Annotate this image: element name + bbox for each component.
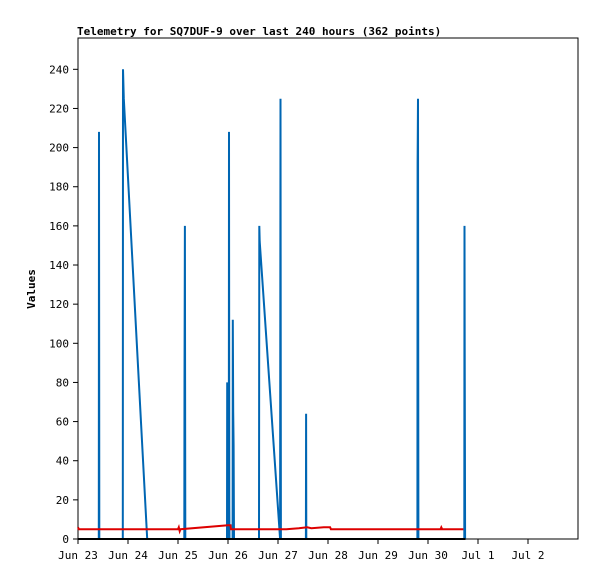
y-tick-label: 240: [49, 63, 69, 76]
x-tick-label: Jun 30: [408, 549, 448, 562]
y-axis-label: Values: [25, 269, 38, 309]
x-tick-label: Jun 27: [258, 549, 298, 562]
y-tick-label: 0: [62, 533, 69, 546]
y-tick-label: 180: [49, 181, 69, 194]
y-tick-label: 140: [49, 259, 69, 272]
x-tick-label: Jun 26: [208, 549, 248, 562]
x-tick-label: Jun 24: [108, 549, 148, 562]
x-tick-label: Jul 1: [461, 549, 494, 562]
y-tick-label: 80: [56, 376, 69, 389]
y-tick-label: 20: [56, 494, 69, 507]
chart-title: Telemetry for SQ7DUF-9 over last 240 hou…: [77, 25, 441, 38]
series-line-2: [77, 524, 464, 535]
y-tick-label: 220: [49, 102, 69, 115]
series-layer: [77, 69, 467, 540]
y-tick-label: 40: [56, 455, 69, 468]
x-axis: Jun 23 Jun 24 Jun 25 Jun 26 Jun 27 Jun 28 Jun …: [58, 539, 545, 562]
x-tick-label: Jul 2: [511, 549, 544, 562]
y-tick-label: 200: [49, 142, 69, 155]
x-tick-label: Jun 29: [358, 549, 398, 562]
y-axis: 0 20 40 60 80 100 120 140 160 180 200 220 240: [49, 63, 78, 546]
x-tick-label: Jun 28: [308, 549, 348, 562]
series-line-1: [78, 69, 467, 540]
y-tick-label: 60: [56, 416, 69, 429]
plot-area: [77, 37, 579, 540]
x-tick-label: Jun 23: [58, 549, 98, 562]
y-tick-label: 160: [49, 220, 69, 233]
y-tick-label: 100: [49, 337, 69, 350]
y-tick-label: 120: [49, 298, 69, 311]
x-tick-label: Jun 25: [158, 549, 198, 562]
